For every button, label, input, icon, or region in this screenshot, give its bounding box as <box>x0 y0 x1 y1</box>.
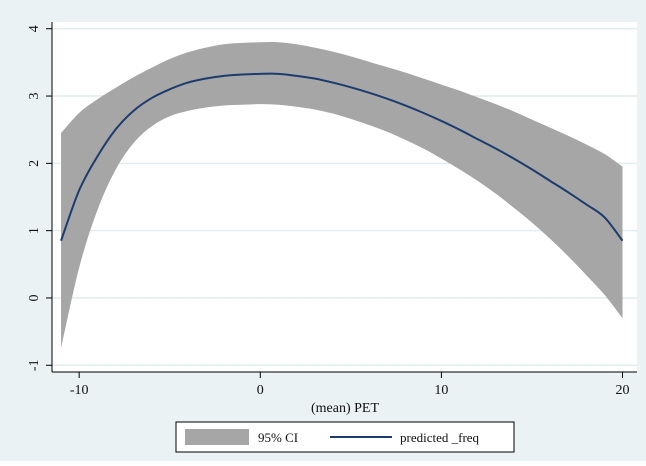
y-tick-label: 2 <box>27 160 42 167</box>
data-layer <box>60 42 624 349</box>
legend-ci-label: 95% CI <box>258 430 298 445</box>
y-tick-label: -1 <box>27 359 42 371</box>
x-tick-label: -10 <box>70 383 89 398</box>
legend-line-label: predicted _freq <box>400 430 480 445</box>
x-axis-label: (mean) PET <box>311 401 379 416</box>
x-tick-label: 10 <box>434 383 448 398</box>
x-tick-label: 0 <box>257 383 264 398</box>
y-tick-label: 1 <box>27 227 42 234</box>
ci-band-area <box>61 42 623 349</box>
y-tick-label: 0 <box>27 294 42 301</box>
grid-lines <box>52 27 637 367</box>
legend: 95% CI predicted _freq <box>175 421 515 453</box>
predicted-freq-line <box>60 72 624 242</box>
legend-ci-swatch <box>185 429 249 445</box>
y-tick-label: 4 <box>27 25 42 32</box>
x-tick-label: 20 <box>616 383 630 398</box>
axes <box>51 22 637 373</box>
y-tick-label: 3 <box>27 93 42 100</box>
